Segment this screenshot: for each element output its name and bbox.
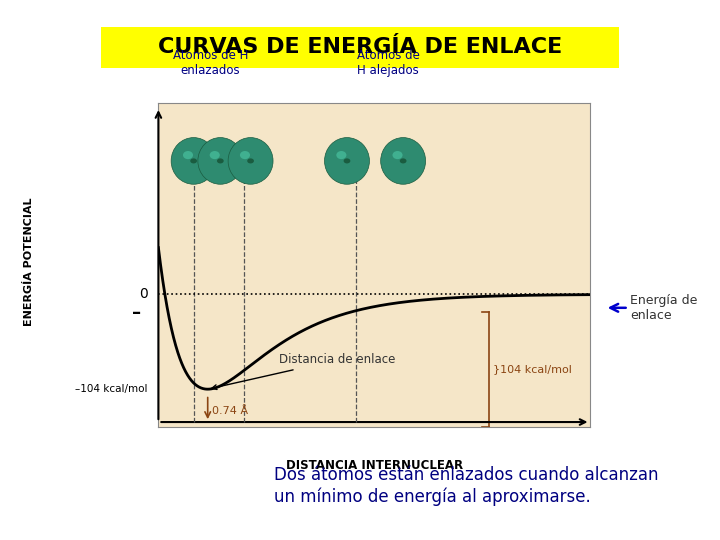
Circle shape xyxy=(190,158,197,164)
Text: CURVAS DE ENERGÍA DE ENLACE: CURVAS DE ENERGÍA DE ENLACE xyxy=(158,37,562,57)
Text: –104 kcal/mol: –104 kcal/mol xyxy=(75,384,148,394)
Ellipse shape xyxy=(210,151,220,159)
Ellipse shape xyxy=(325,138,369,184)
Ellipse shape xyxy=(392,151,402,159)
Ellipse shape xyxy=(228,138,273,184)
Circle shape xyxy=(343,158,351,164)
Text: –: – xyxy=(132,304,141,322)
Ellipse shape xyxy=(183,151,193,159)
Ellipse shape xyxy=(336,151,346,159)
Text: 0: 0 xyxy=(139,287,148,301)
Text: Distancia de enlace: Distancia de enlace xyxy=(212,354,395,389)
Circle shape xyxy=(247,158,254,164)
Ellipse shape xyxy=(240,151,250,159)
Circle shape xyxy=(400,158,407,164)
Text: Dos átomos están enlazados cuando alcanzan
un mínimo de energía al aproximarse.: Dos átomos están enlazados cuando alcanz… xyxy=(274,467,658,505)
Text: Energía de
enlace: Energía de enlace xyxy=(630,294,698,322)
Text: ENERGÍA POTENCIAL: ENERGÍA POTENCIAL xyxy=(24,198,34,326)
Ellipse shape xyxy=(381,138,426,184)
Text: Átomos de H
enlazados: Átomos de H enlazados xyxy=(173,49,248,77)
Circle shape xyxy=(217,158,224,164)
Ellipse shape xyxy=(171,138,216,184)
Text: 0.74 Å: 0.74 Å xyxy=(212,406,248,416)
Ellipse shape xyxy=(198,138,243,184)
Text: }104 kcal/mol: }104 kcal/mol xyxy=(493,364,572,374)
Text: DISTANCIA INTERNUCLEAR: DISTANCIA INTERNUCLEAR xyxy=(286,459,463,472)
Text: Átomos de
H alejados: Átomos de H alejados xyxy=(356,49,420,77)
